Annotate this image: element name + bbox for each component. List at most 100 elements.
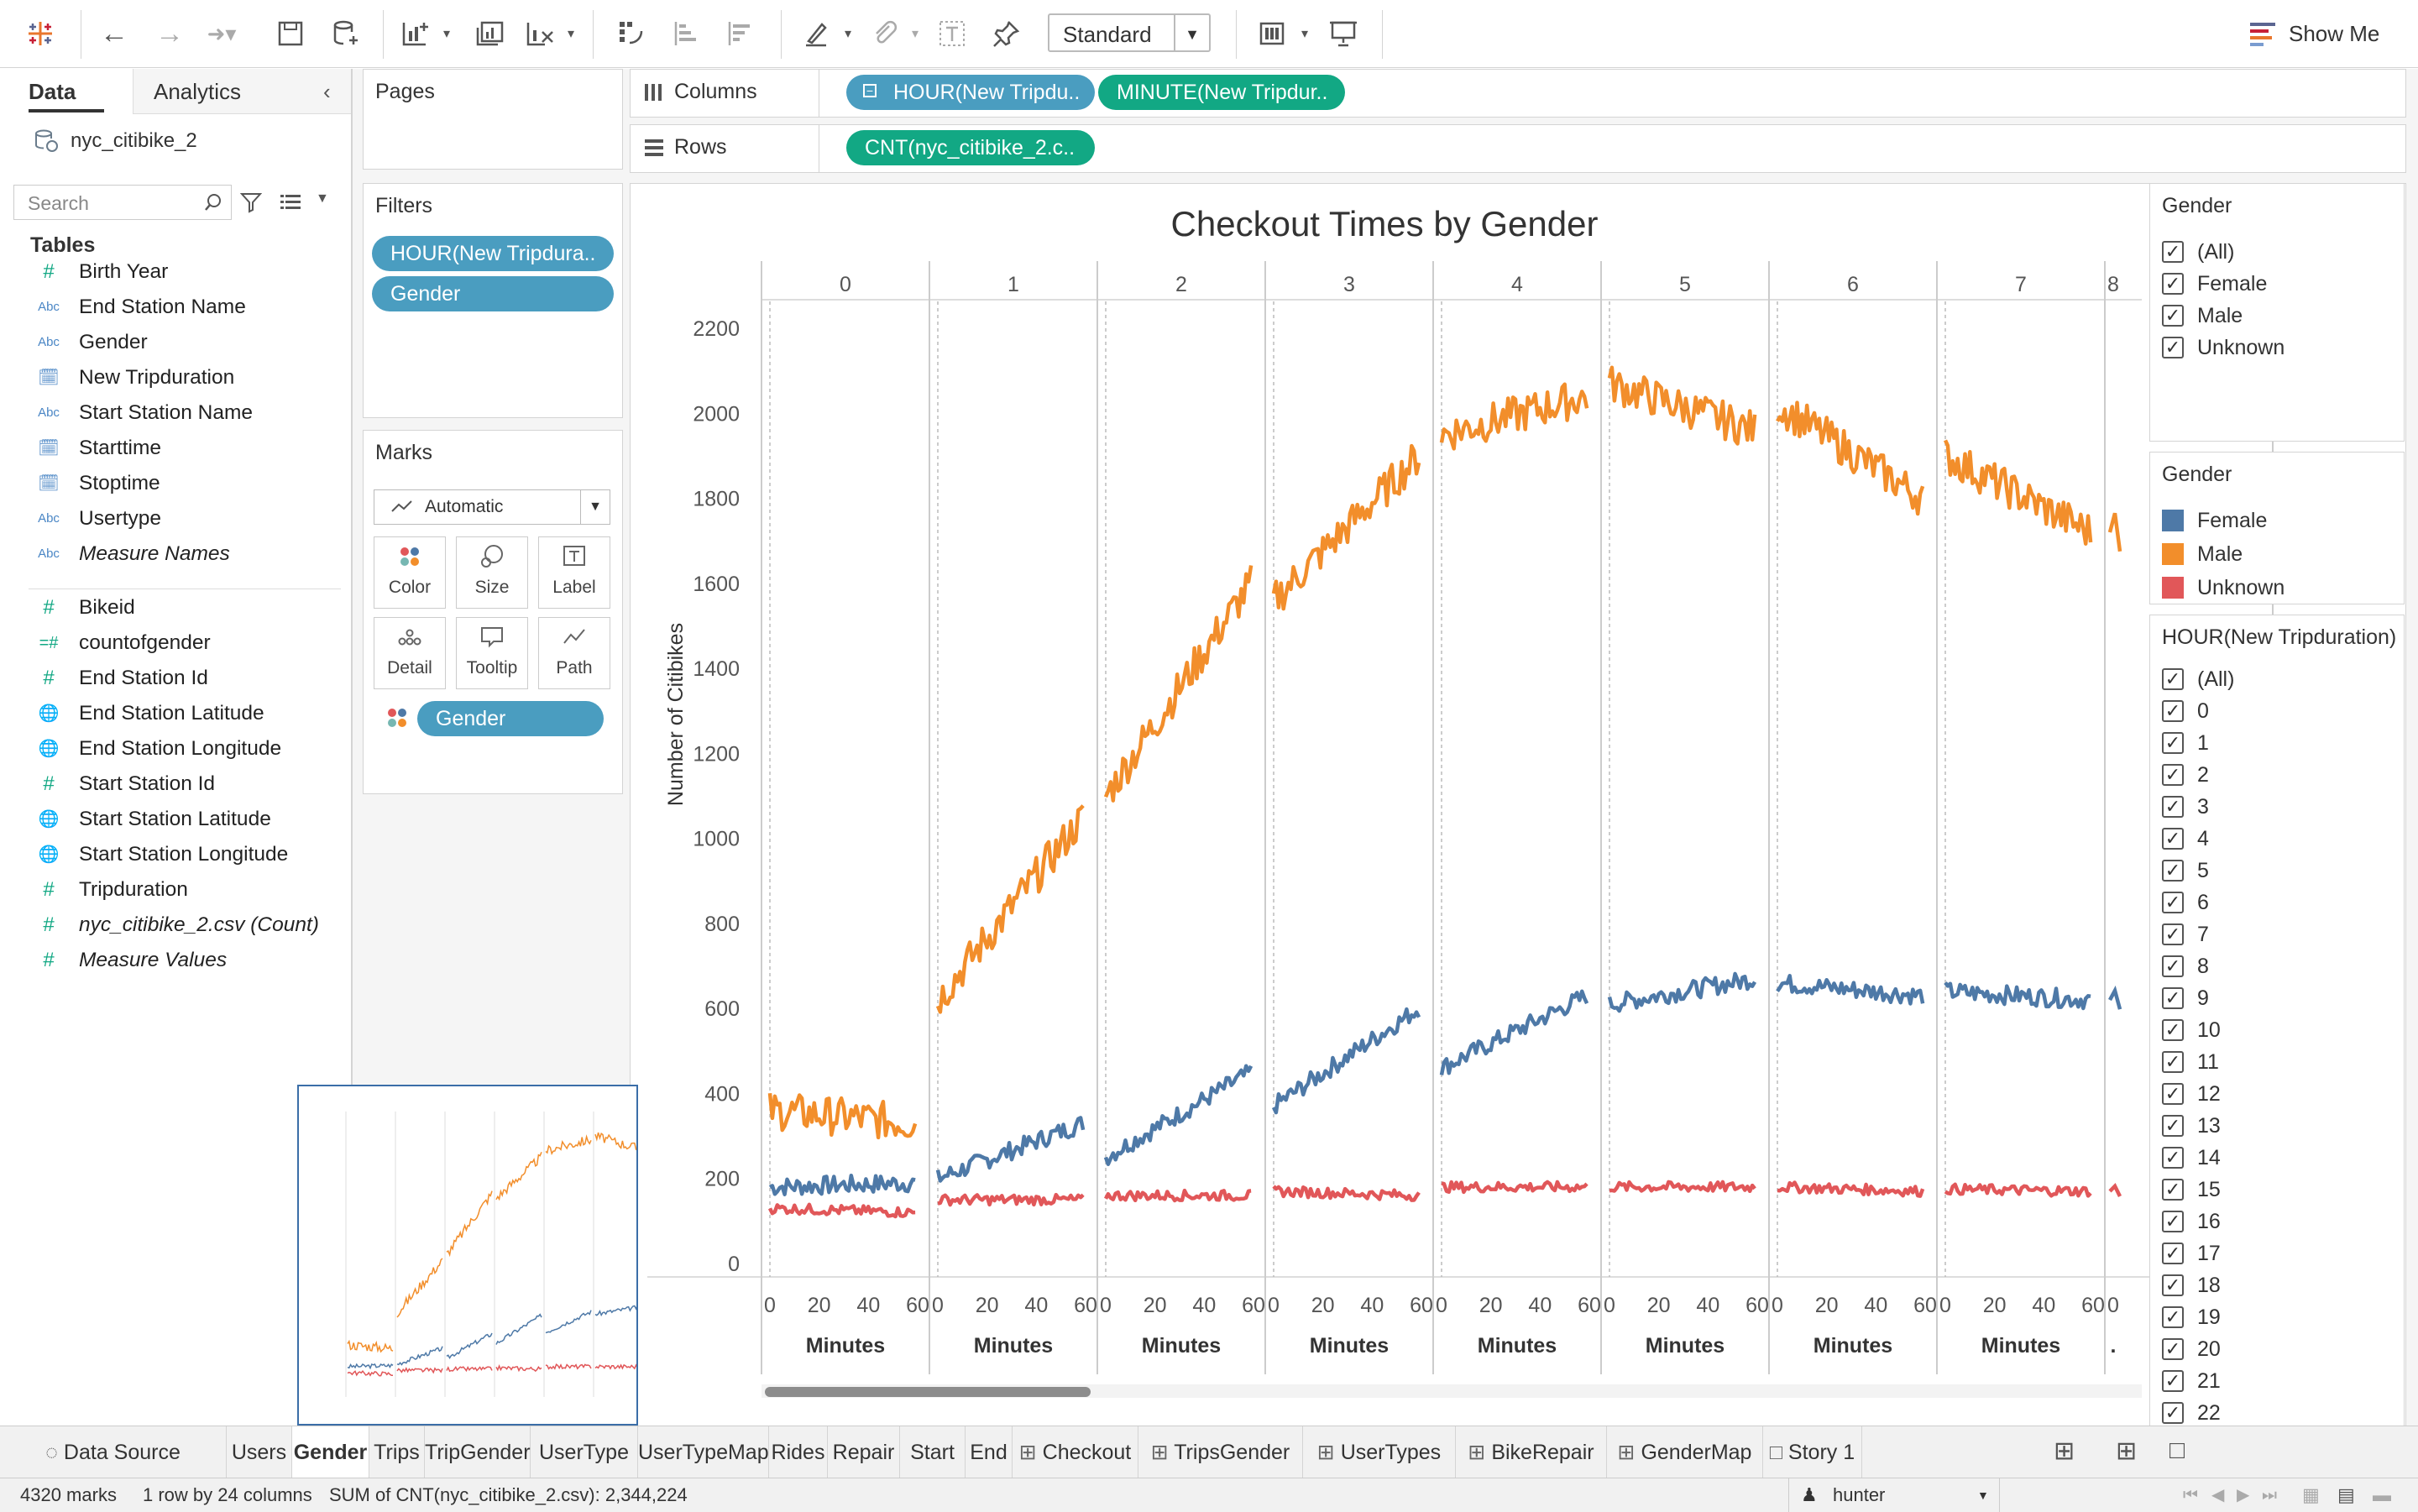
series-line-unknown[interactable] [1777,1180,1925,1198]
dimension-field[interactable]: 🗓 Starttime [0,432,344,465]
hour-filter-item[interactable]: ✓ 4 [2162,824,2209,854]
sheet-tab[interactable]: ⊞ TripsGender [1138,1426,1303,1478]
marks-tooltip-button[interactable]: Tooltip [456,617,528,689]
filters-card[interactable]: Filters HOUR(New Tripdura.. Gender [363,183,623,418]
hour-filter-item[interactable]: ✓ 13 [2162,1111,2221,1141]
chevron-down-icon[interactable]: ▾ [844,27,852,41]
measure-field[interactable]: 🌐 End Station Longitude [0,732,344,766]
hour-filter-item[interactable]: ✓ 16 [2162,1206,2221,1237]
checkbox-checked-icon[interactable]: ✓ [2162,732,2184,754]
show-cards-icon[interactable] [1254,12,1295,55]
measure-field[interactable]: # Measure Values [0,944,344,977]
marks-size-button[interactable]: Size [456,536,528,609]
series-line-female[interactable] [1439,989,1589,1075]
redo-icon[interactable]: → [155,17,184,50]
checkbox-checked-icon[interactable]: ✓ [2162,305,2184,327]
series-line-unknown-partial[interactable] [2108,1183,2122,1197]
gender-filter-item[interactable]: ✓ Female [2162,268,2267,300]
highlight-icon[interactable] [798,12,838,55]
line-chart[interactable]: Checkout Times by Gender0200400600800100… [631,184,2405,1495]
checkbox-checked-icon[interactable]: ✓ [2162,1019,2184,1041]
columns-pill-hour[interactable]: − HOUR(New Tripdu.. [846,75,1095,110]
chevron-down-icon[interactable]: ▼ [316,191,329,206]
chevron-down-icon[interactable]: ▾ [1301,27,1309,41]
sheet-tab[interactable]: UserType [531,1426,638,1478]
dimension-field[interactable]: 🗓 Stoptime [0,467,344,500]
series-line-unknown[interactable] [767,1202,916,1219]
marks-path-button[interactable]: Path [538,617,610,689]
last-sheet-icon[interactable]: ⏭ [2262,1486,2277,1504]
series-line-unknown[interactable] [1441,1180,1588,1195]
filter-icon[interactable] [240,191,262,213]
checkbox-checked-icon[interactable]: ✓ [2162,337,2184,358]
gender-color-item[interactable]: Unknown [2162,572,2285,604]
hour-filter-item[interactable]: ✓ 22 [2162,1398,2221,1428]
pages-card[interactable]: Pages [363,69,623,170]
new-worksheet-icon[interactable] [396,12,437,55]
measure-field[interactable]: 🌐 End Station Latitude [0,697,344,730]
checkbox-checked-icon[interactable]: ✓ [2162,1147,2184,1169]
next-sheet-icon[interactable]: ▶ [2237,1486,2250,1504]
checkbox-checked-icon[interactable]: ✓ [2162,796,2184,818]
prev-sheet-icon[interactable]: ◀ [2211,1486,2225,1504]
measure-field[interactable]: # Start Station Id [0,767,344,801]
hour-filter-item[interactable]: ✓ 11 [2162,1047,2219,1077]
rows-pill-cnt[interactable]: CNT(nyc_citibike_2.c.. [846,130,1095,165]
checkbox-checked-icon[interactable]: ✓ [2162,1274,2184,1296]
hour-filter-item[interactable]: ✓ 14 [2162,1143,2221,1173]
tab-data[interactable]: Data [29,79,76,104]
new-dashboard-tab-icon[interactable]: ⊞ [2116,1437,2138,1465]
series-line-unknown[interactable] [1272,1185,1421,1202]
gender-color-item[interactable]: Male [2162,538,2243,570]
sheet-tab[interactable]: Start [900,1426,966,1478]
series-line-female-partial[interactable] [2108,985,2122,1010]
measure-field[interactable]: =# countofgender [0,626,344,660]
sheet-tab[interactable]: ⊞ Checkout [1013,1426,1138,1478]
pin-axes-icon[interactable] [986,12,1026,55]
series-line-male[interactable] [767,1092,918,1140]
undo-icon[interactable]: ← [100,17,128,50]
series-line-male-partial[interactable] [2107,512,2122,552]
sheet-tab[interactable]: ⊞ GenderMap [1607,1426,1763,1478]
first-sheet-icon[interactable]: ⏮ [2183,1486,2198,1504]
swap-rows-columns-icon[interactable] [611,12,652,55]
hour-filter-item[interactable]: ✓ 9 [2162,983,2209,1013]
series-line-male[interactable] [1776,400,1925,516]
sheet-tab[interactable]: Gender [292,1426,369,1478]
series-line-female[interactable] [1103,1064,1253,1166]
marks-gender-pill[interactable]: Gender [417,701,604,736]
hour-filter-item[interactable]: ✓ 19 [2162,1302,2221,1332]
hour-filter-item[interactable]: ✓ 7 [2162,919,2209,950]
hour-filter-item[interactable]: ✓ 0 [2162,696,2209,726]
series-line-female[interactable] [1944,981,2091,1011]
sheet-sorter-icon[interactable]: ▦ [2302,1484,2320,1505]
sheet-tab[interactable]: Rides [769,1426,828,1478]
hour-filter-item[interactable]: ✓ 3 [2162,792,2209,822]
show-mark-labels-icon[interactable] [932,12,972,55]
save-icon[interactable] [270,12,311,55]
chevron-down-icon[interactable]: ▾ [567,27,575,41]
gender-filter-item[interactable]: ✓ (All) [2162,236,2234,268]
sheet-tab[interactable]: Users [227,1426,292,1478]
checkbox-checked-icon[interactable]: ✓ [2162,241,2184,263]
sheet-tab[interactable]: ⊞ BikeRepair [1456,1426,1607,1478]
filmstrip-icon[interactable]: ▤ [2337,1484,2355,1505]
show-me-button[interactable]: Show Me [2250,15,2379,52]
gender-color-item[interactable]: Female [2162,505,2267,536]
filter-pill-gender[interactable]: Gender [372,276,614,311]
gender-filter-item[interactable]: ✓ Unknown [2162,332,2285,364]
group-members-icon[interactable] [865,12,905,55]
collapse-icon[interactable]: − [863,84,877,97]
series-line-unknown[interactable] [1104,1188,1252,1203]
sheet-tab[interactable]: ⊞ UserTypes [1303,1426,1456,1478]
hour-filter-item[interactable]: ✓ 17 [2162,1238,2221,1269]
dimension-field[interactable]: Abc End Station Name [0,290,344,324]
dimension-field[interactable]: # Birth Year [0,255,344,289]
checkbox-checked-icon[interactable]: ✓ [2162,273,2184,295]
series-line-unknown[interactable] [1609,1180,1756,1194]
hour-filter-item[interactable]: ✓ 1 [2162,728,2209,758]
hour-filter-item[interactable]: ✓ (All) [2162,664,2234,694]
checkbox-checked-icon[interactable]: ✓ [2162,987,2184,1009]
chevron-down-icon[interactable]: ▾ [911,27,919,41]
tab-analytics[interactable]: Analytics ‹ [133,69,351,114]
